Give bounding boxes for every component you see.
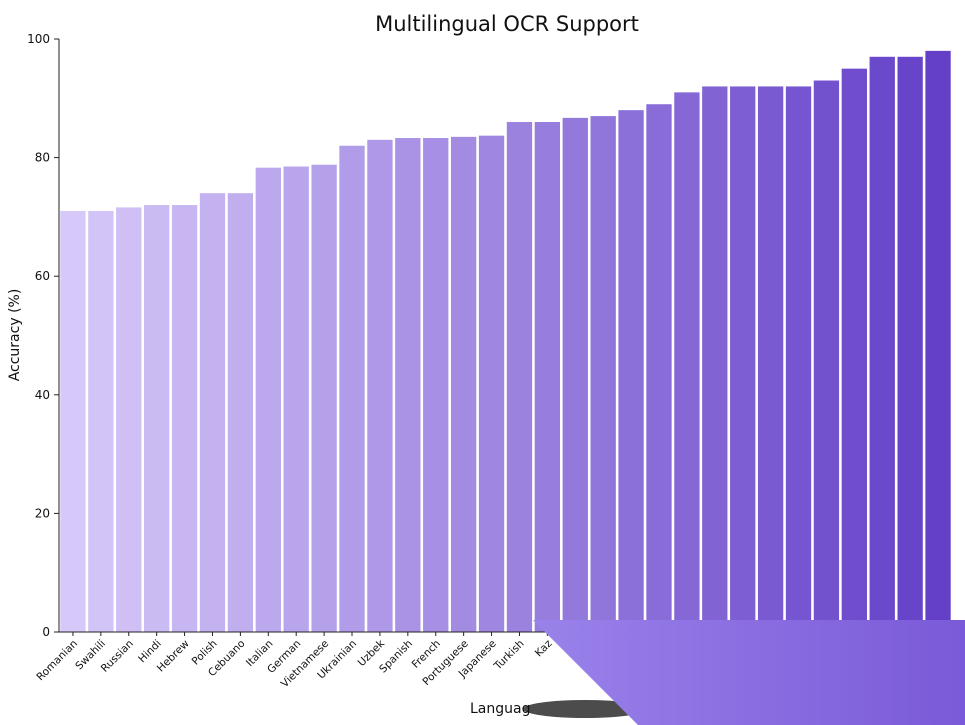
bar	[925, 50, 951, 633]
bars-group	[60, 50, 951, 633]
bar	[841, 68, 867, 632]
occlusion-shape	[533, 620, 965, 725]
chart-title: Multilingual OCR Support	[375, 12, 639, 36]
bar	[785, 86, 812, 632]
bar	[283, 166, 309, 632]
y-tick-label: 0	[42, 625, 50, 639]
y-tick-label: 20	[35, 506, 50, 520]
bar	[171, 205, 198, 633]
bar	[478, 135, 505, 632]
y-tick-label: 100	[27, 32, 50, 46]
bar	[646, 104, 672, 633]
bar	[674, 92, 700, 633]
x-tick-label: Romanian	[34, 638, 80, 684]
bar	[534, 122, 561, 633]
bar	[199, 193, 226, 632]
y-tick-label: 80	[35, 151, 50, 165]
y-axis-label: Accuracy (%)	[7, 289, 23, 382]
bar	[339, 145, 365, 633]
x-tick-label: Kaz	[533, 637, 555, 659]
bar	[590, 116, 616, 633]
bar	[897, 56, 923, 633]
bar	[757, 86, 784, 632]
bar	[869, 56, 895, 633]
bar	[255, 167, 281, 632]
bar	[450, 136, 477, 632]
bar	[60, 210, 86, 632]
y-tick-label: 60	[35, 269, 50, 283]
bar	[506, 122, 533, 633]
bar	[702, 86, 728, 632]
bar	[144, 205, 170, 633]
bar	[88, 210, 114, 632]
bar	[311, 164, 337, 632]
occlusion-overlay	[523, 620, 965, 725]
occlusion-shadow	[523, 700, 647, 718]
bar	[730, 86, 756, 632]
bar	[813, 80, 840, 632]
y-axis: 0 20 40 60 80 100	[27, 32, 60, 639]
bar	[367, 139, 393, 632]
bar	[562, 117, 588, 633]
bar	[395, 138, 421, 632]
bar	[116, 207, 142, 632]
bar	[618, 110, 644, 632]
x-tick-label: Turkish	[491, 638, 526, 673]
bar	[227, 193, 254, 632]
bar	[423, 138, 449, 632]
x-axis-label: Languag	[470, 701, 530, 717]
y-tick-label: 40	[35, 388, 50, 402]
